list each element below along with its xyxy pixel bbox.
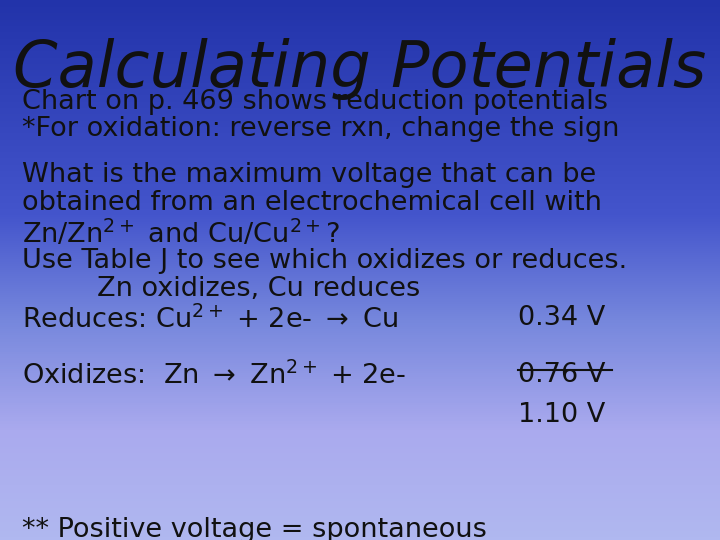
Text: Zn oxidizes, Cu reduces: Zn oxidizes, Cu reduces [97,276,420,302]
Text: 0.34 V: 0.34 V [518,305,606,331]
Text: Zn/Zn$^{2+}$ and Cu/Cu$^{2+}$?: Zn/Zn$^{2+}$ and Cu/Cu$^{2+}$? [22,218,339,248]
Text: *For oxidation: reverse rxn, change the sign: *For oxidation: reverse rxn, change the … [22,116,619,142]
Text: 1.10 V: 1.10 V [518,402,606,428]
Text: obtained from an electrochemical cell with: obtained from an electrochemical cell wi… [22,190,601,216]
Text: Reduces: Cu$^{2+}$ + 2e- $\rightarrow$ Cu: Reduces: Cu$^{2+}$ + 2e- $\rightarrow$ C… [22,305,397,334]
Text: What is the maximum voltage that can be: What is the maximum voltage that can be [22,162,596,188]
Text: 0.76 V: 0.76 V [518,362,606,388]
Text: Oxidizes:  Zn $\rightarrow$ Zn$^{2+}$ + 2e-: Oxidizes: Zn $\rightarrow$ Zn$^{2+}$ + 2… [22,362,405,390]
Text: Chart on p. 469 shows reduction potentials: Chart on p. 469 shows reduction potentia… [22,89,608,115]
Text: ** Positive voltage = spontaneous: ** Positive voltage = spontaneous [22,517,487,540]
Text: Calculating Potentials: Calculating Potentials [14,38,706,100]
Text: Use Table J to see which oxidizes or reduces.: Use Table J to see which oxidizes or red… [22,248,626,274]
